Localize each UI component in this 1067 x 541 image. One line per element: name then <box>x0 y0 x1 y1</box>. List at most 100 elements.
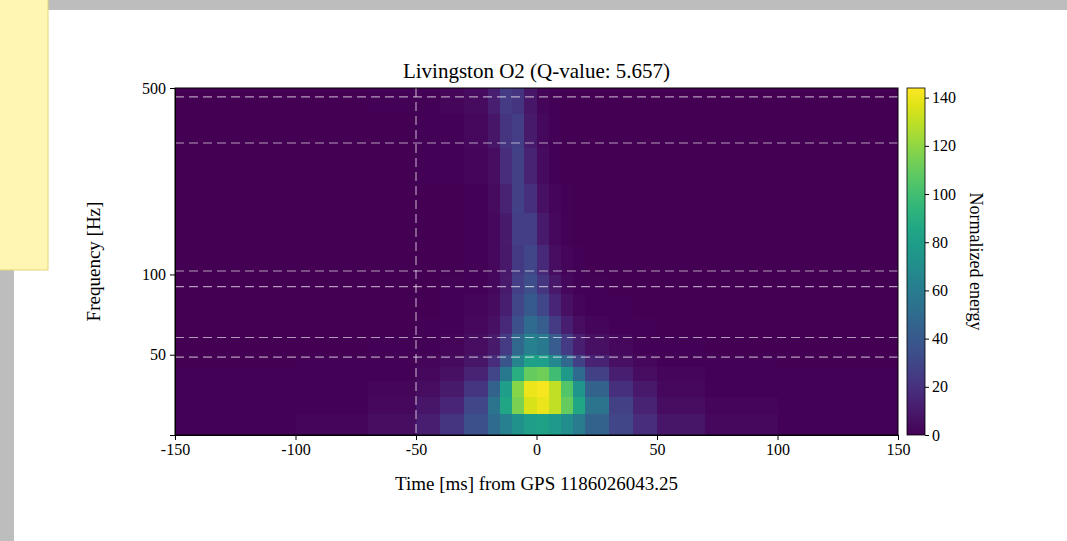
heatmap-cell <box>537 213 550 245</box>
heatmap-cell <box>524 334 537 356</box>
heatmap-cell <box>585 244 610 275</box>
heatmap-cell <box>440 213 465 245</box>
heatmap-cell <box>416 244 441 275</box>
heatmap-cell <box>175 396 296 414</box>
heatmap-cell <box>549 213 562 245</box>
heatmap-cell <box>561 88 574 114</box>
heatmap-cell <box>705 213 778 245</box>
heatmap-cell <box>573 244 586 275</box>
heatmap-cell <box>633 367 658 381</box>
heatmap-cell <box>512 244 525 275</box>
heatmap-cell <box>633 396 658 414</box>
figure: -150-100-5005010015050100500020406080100… <box>0 0 1067 541</box>
heatmap-cell <box>464 316 489 334</box>
plot-area <box>175 88 898 435</box>
heatmap-cell <box>561 316 574 334</box>
heatmap-cell <box>440 414 465 435</box>
heatmap-cell <box>488 213 501 245</box>
heatmap-cell <box>368 213 417 245</box>
heatmap-cell <box>524 367 537 381</box>
heatmap-cell <box>175 183 296 213</box>
slide-panel <box>14 10 1067 541</box>
heatmap-cell <box>705 274 778 293</box>
heatmap-cell <box>416 334 441 356</box>
heatmap-cell <box>368 147 417 183</box>
axis-line <box>176 436 899 441</box>
heatmap-cell <box>573 367 586 381</box>
heatmap-cell <box>368 414 417 435</box>
reference-line <box>175 337 898 338</box>
heatmap-cell <box>537 316 550 334</box>
heatmap-cell <box>778 396 899 414</box>
axis-line <box>170 89 176 436</box>
colorbar-axis: 020406080100120140 <box>925 89 956 444</box>
heatmap-cell <box>500 147 513 183</box>
heatmap-cell <box>500 274 513 293</box>
heatmap-cell <box>657 213 706 245</box>
colorbar <box>907 88 925 435</box>
heatmap-cell <box>464 381 489 397</box>
tick-mark <box>170 274 175 275</box>
reference-line <box>175 96 898 97</box>
heatmap-cell <box>512 316 525 334</box>
heatmap-cell <box>524 147 537 183</box>
heatmap-cell <box>561 381 574 397</box>
heatmap-cell <box>561 183 574 213</box>
x-axis: -150-100-50050100150 <box>161 435 911 458</box>
heatmap-cell <box>464 244 489 275</box>
heatmap-cell <box>657 381 706 397</box>
heatmap-cell <box>585 316 610 334</box>
heatmap-cell <box>512 334 525 356</box>
heatmap-cell <box>488 293 501 316</box>
heatmap-cell <box>657 147 706 183</box>
tick: 0 <box>925 427 940 444</box>
heatmap-cell <box>416 293 441 316</box>
heatmap-cell <box>368 244 417 275</box>
heatmap-cell <box>549 244 562 275</box>
heatmap-cell <box>609 147 634 183</box>
heatmap-cell <box>440 183 465 213</box>
heatmap-cell <box>296 274 369 293</box>
heatmap-cell <box>537 293 550 316</box>
tick: 50 <box>150 346 175 363</box>
tick: 40 <box>925 330 948 347</box>
tick-mark <box>898 435 899 440</box>
heatmap-cell <box>573 316 586 334</box>
reference-line <box>175 356 898 357</box>
heatmap-cell <box>657 293 706 316</box>
heatmap-cell <box>537 414 550 435</box>
heatmap-cell <box>633 414 658 435</box>
heatmap-cell <box>464 414 489 435</box>
heatmap-cell <box>296 213 369 245</box>
x-axis-title: Time [ms] from GPS 1186026043.25 <box>395 473 678 494</box>
heatmap-cell <box>440 396 465 414</box>
heatmap-cell <box>561 147 574 183</box>
heatmap-cell <box>416 381 441 397</box>
heatmap-cell <box>633 293 658 316</box>
heatmap-cell <box>500 213 513 245</box>
heatmap-cell <box>488 367 501 381</box>
chart-title: Livingston O2 (Q-value: 5.657) <box>403 59 670 83</box>
heatmap-cell <box>524 213 537 245</box>
tick: 100 <box>925 186 956 203</box>
tick-mark <box>170 355 175 356</box>
heatmap-cell <box>609 316 634 334</box>
heatmap-cell <box>573 396 586 414</box>
heatmap-cell <box>175 381 296 397</box>
heatmap-cell <box>524 183 537 213</box>
heatmap-cell <box>573 274 586 293</box>
heatmap-cell <box>537 367 550 381</box>
heatmap-cell <box>500 396 513 414</box>
heatmap-cell <box>440 381 465 397</box>
heatmap-cell <box>657 274 706 293</box>
heatmap-cell <box>296 293 369 316</box>
heatmap-cell <box>537 274 550 293</box>
tick-mark <box>657 435 658 440</box>
heatmap-cell <box>657 367 706 381</box>
heatmap-cell <box>561 367 574 381</box>
heatmap-cell <box>512 414 525 435</box>
heatmap-cell <box>657 183 706 213</box>
heatmap-cell <box>609 414 634 435</box>
heatmap-cell <box>500 381 513 397</box>
tick: 60 <box>925 282 948 299</box>
